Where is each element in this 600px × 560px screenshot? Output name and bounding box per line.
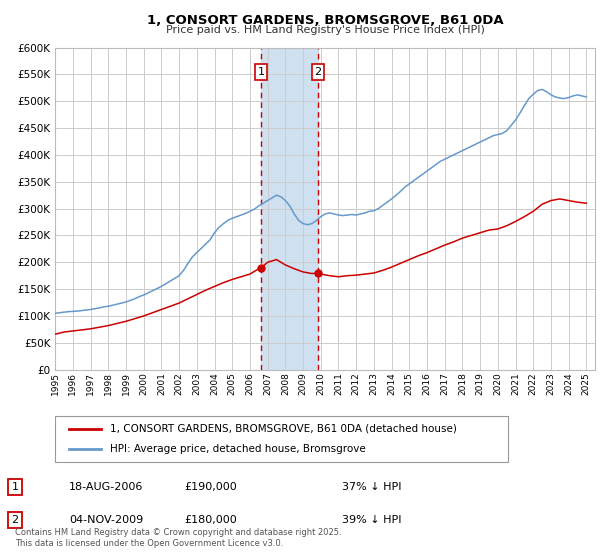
Text: £180,000: £180,000	[184, 515, 237, 525]
Text: 39% ↓ HPI: 39% ↓ HPI	[342, 515, 401, 525]
Text: 2: 2	[11, 515, 19, 525]
Text: 1: 1	[11, 482, 19, 492]
Text: 04-NOV-2009: 04-NOV-2009	[69, 515, 143, 525]
Text: 1, CONSORT GARDENS, BROMSGROVE, B61 0DA: 1, CONSORT GARDENS, BROMSGROVE, B61 0DA	[147, 14, 503, 27]
Text: 1, CONSORT GARDENS, BROMSGROVE, B61 0DA (detached house): 1, CONSORT GARDENS, BROMSGROVE, B61 0DA …	[110, 424, 457, 434]
Text: 2: 2	[314, 67, 322, 77]
Text: HPI: Average price, detached house, Bromsgrove: HPI: Average price, detached house, Brom…	[110, 444, 365, 454]
Bar	[261, 48, 318, 370]
Text: £190,000: £190,000	[184, 482, 237, 492]
Text: Price paid vs. HM Land Registry's House Price Index (HPI): Price paid vs. HM Land Registry's House …	[166, 25, 485, 35]
Text: Contains HM Land Registry data © Crown copyright and database right 2025.
This d: Contains HM Land Registry data © Crown c…	[15, 528, 341, 548]
Text: 1: 1	[257, 67, 265, 77]
Text: 37% ↓ HPI: 37% ↓ HPI	[342, 482, 401, 492]
Text: 18-AUG-2006: 18-AUG-2006	[69, 482, 143, 492]
FancyBboxPatch shape	[55, 416, 508, 462]
